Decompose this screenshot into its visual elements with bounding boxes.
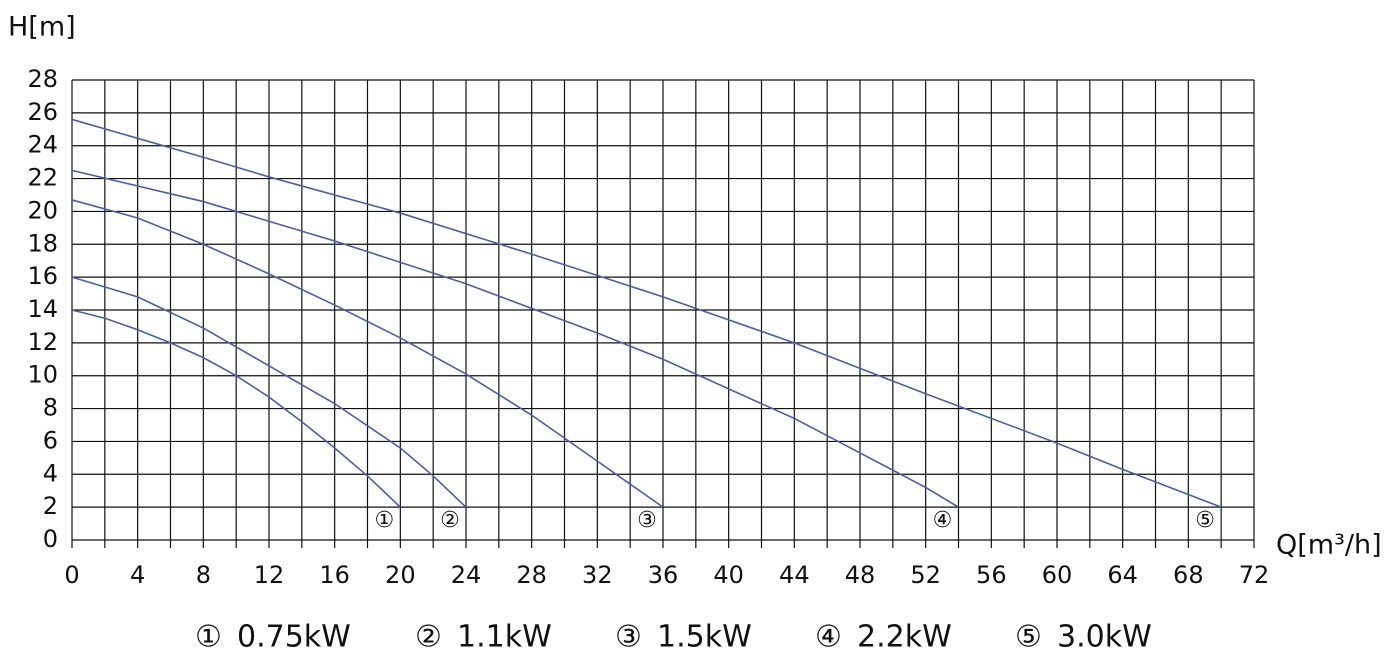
- y-tick-label: 0: [43, 525, 58, 553]
- legend-marker: ③: [615, 620, 642, 655]
- curve: [71, 276, 467, 508]
- x-tick-label: 12: [254, 561, 285, 589]
- x-tick-label: 24: [451, 561, 482, 589]
- y-tick-label: 28: [27, 65, 58, 93]
- y-tick-label: 18: [27, 229, 58, 257]
- y-tick-label: 2: [43, 492, 58, 520]
- x-tick-label: 48: [845, 561, 876, 589]
- x-tick-label: 16: [319, 561, 350, 589]
- curve-marker: ①: [374, 508, 394, 533]
- x-tick-label: 32: [582, 561, 613, 589]
- legend-marker: ④: [815, 620, 842, 655]
- y-tick-label: 20: [27, 196, 58, 224]
- x-tick-label: 0: [64, 561, 79, 589]
- x-tick-label: 20: [385, 561, 416, 589]
- y-tick-label: 14: [27, 295, 58, 323]
- x-tick-label: 72: [1239, 561, 1270, 589]
- curve: [71, 169, 959, 508]
- curve-marker: ②: [440, 508, 460, 533]
- x-tick-label: 60: [1042, 561, 1073, 589]
- y-tick-label: 16: [27, 262, 58, 290]
- curve-marker: ⑤: [1195, 508, 1215, 533]
- y-tick-label: 8: [43, 394, 58, 422]
- y-tick-label: 4: [43, 459, 58, 487]
- curve-marker: ③: [637, 508, 657, 533]
- legend-label: 3.0kW: [1057, 620, 1152, 655]
- x-tick-label: 64: [1107, 561, 1138, 589]
- legend-label: 0.75kW: [237, 620, 351, 655]
- x-axis-label: Q[m³/h]: [1276, 530, 1382, 561]
- legend-label: 1.5kW: [657, 620, 752, 655]
- x-tick-label: 8: [196, 561, 211, 589]
- y-tick-label: 22: [27, 164, 58, 192]
- legend-label: 1.1kW: [457, 620, 552, 655]
- x-tick-label: 36: [648, 561, 679, 589]
- legend-marker: ⑤: [1015, 620, 1042, 655]
- y-axis-label: H[m]: [8, 12, 76, 43]
- x-tick-label: 68: [1173, 561, 1204, 589]
- x-tick-label: 40: [713, 561, 744, 589]
- x-tick-label: 4: [130, 561, 145, 589]
- x-tick-label: 28: [516, 561, 547, 589]
- y-tick-label: 24: [27, 131, 58, 159]
- y-tick-label: 6: [43, 426, 58, 454]
- x-tick-label: 56: [976, 561, 1007, 589]
- x-tick-label: 52: [910, 561, 941, 589]
- y-tick-label: 26: [27, 98, 58, 126]
- curve: [71, 118, 1222, 508]
- curve: [71, 199, 664, 508]
- legend-marker: ②: [415, 620, 442, 655]
- y-tick-label: 10: [27, 361, 58, 389]
- legend-label: 2.2kW: [857, 620, 952, 655]
- legend-marker: ①: [195, 620, 222, 655]
- curve-marker: ④: [933, 508, 953, 533]
- y-tick-label: 12: [27, 328, 58, 356]
- x-tick-label: 44: [779, 561, 810, 589]
- curve: [71, 309, 401, 508]
